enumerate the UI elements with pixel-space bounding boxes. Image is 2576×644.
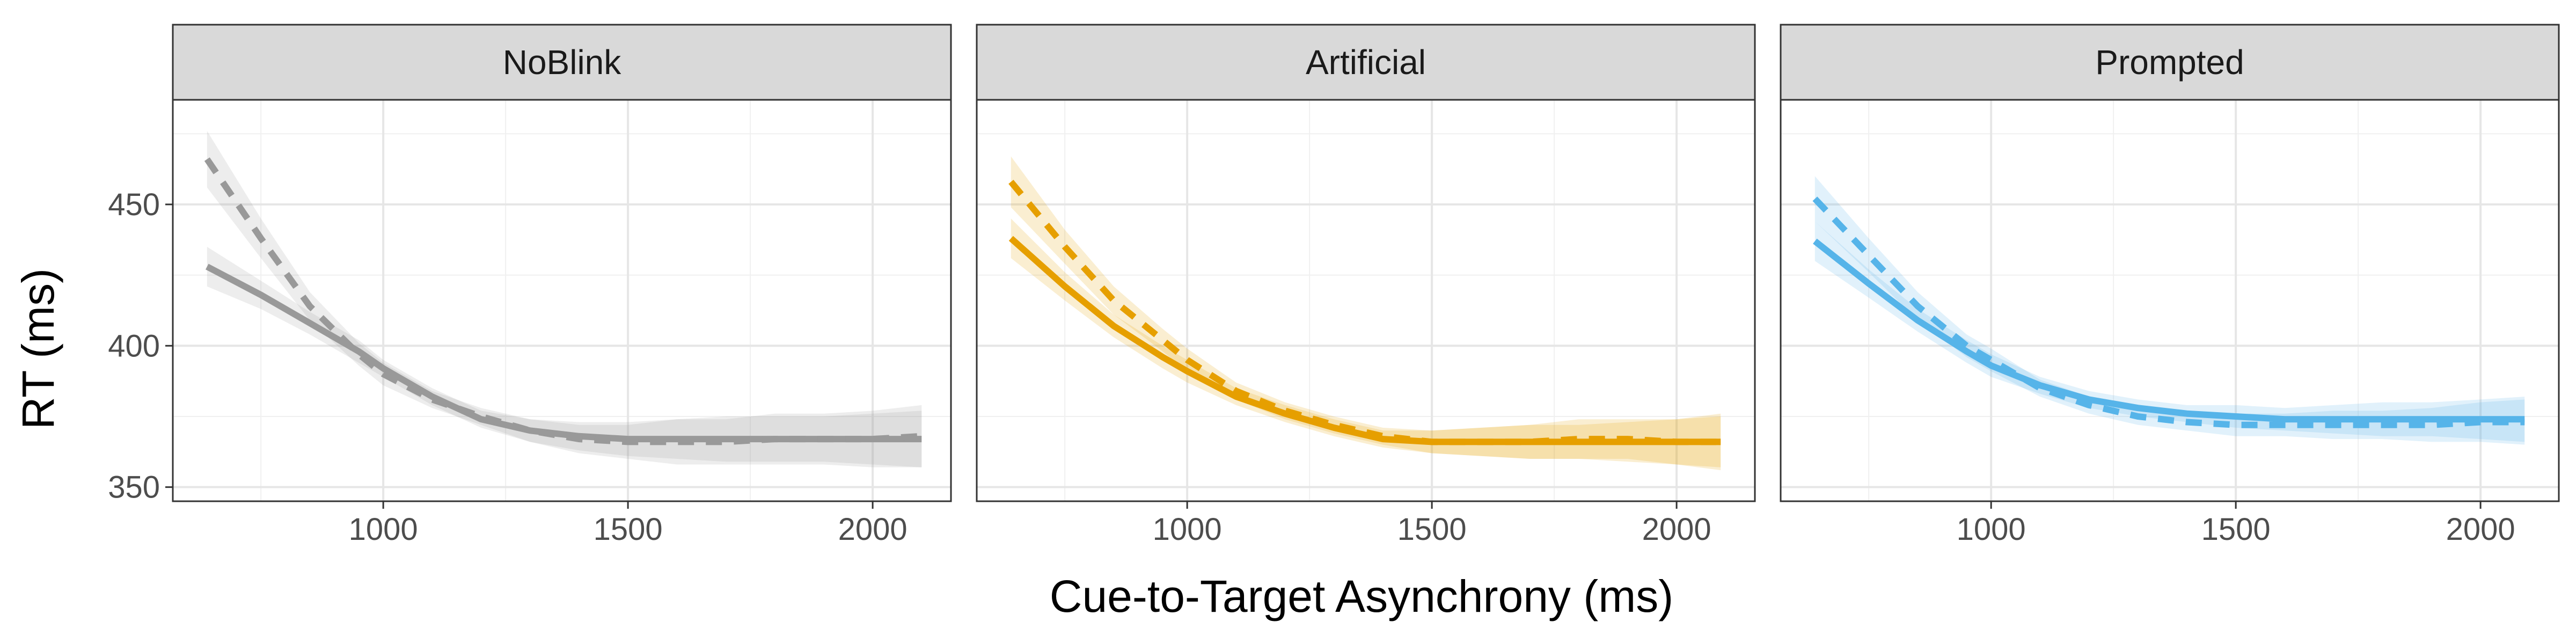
x-tick-label: 1500 xyxy=(1397,512,1467,547)
x-tick-label: 2000 xyxy=(2446,512,2515,547)
facet-strip xyxy=(1780,24,2560,101)
y-tick-label: 450 xyxy=(108,187,160,222)
x-axis: 1000 1500 2000 1000 1500 2000 1000 1500 2000 xyxy=(349,501,2515,547)
series-layer xyxy=(1812,176,2525,445)
facet-strip-label: Prompted xyxy=(2095,43,2244,82)
facet-strip-label: NoBlink xyxy=(503,43,622,82)
panel-border xyxy=(976,99,1756,502)
y-tick-label: 400 xyxy=(108,328,160,363)
facet-panels: NoBlink Artificial Prompted xyxy=(172,24,2560,502)
confidence-band-dashed xyxy=(207,130,922,467)
gridlines xyxy=(1781,100,2559,501)
series-line-dashed xyxy=(204,157,922,445)
series-layer xyxy=(1008,156,1721,471)
panel-background xyxy=(1781,100,2559,501)
facet-strip xyxy=(172,24,952,101)
x-tick-label: 2000 xyxy=(1642,512,1711,547)
panel-border xyxy=(172,99,952,502)
panel-border xyxy=(1780,99,2560,502)
series-line-solid xyxy=(1813,238,2525,423)
x-tick-label: 1000 xyxy=(349,512,418,547)
y-tick-label: 350 xyxy=(108,470,160,505)
facet-strip-label: Artificial xyxy=(1306,43,1426,82)
confidence-band-solid xyxy=(207,246,922,467)
series-line-dashed xyxy=(1008,179,1721,445)
y-axis: 350 400 450 xyxy=(108,187,173,505)
x-axis-title: Cue-to-Target Asynchrony (ms) xyxy=(1050,571,1673,621)
x-tick-label: 1000 xyxy=(1153,512,1222,547)
x-tick-label: 2000 xyxy=(838,512,908,547)
facet-strip xyxy=(976,24,1756,101)
gridlines xyxy=(977,100,1755,501)
y-axis-title: RT (ms) xyxy=(13,268,63,429)
gridlines xyxy=(173,100,951,501)
facet-artificial: Artificial xyxy=(976,24,1756,502)
series-line-dashed xyxy=(1812,196,2525,428)
x-tick-label: 1500 xyxy=(2201,512,2271,547)
x-tick-label: 1500 xyxy=(594,512,663,547)
series-layer xyxy=(204,130,922,467)
facet-noblink: NoBlink xyxy=(172,24,952,502)
x-tick-label: 1000 xyxy=(1957,512,2026,547)
facet-prompted: Prompted xyxy=(1780,24,2560,502)
